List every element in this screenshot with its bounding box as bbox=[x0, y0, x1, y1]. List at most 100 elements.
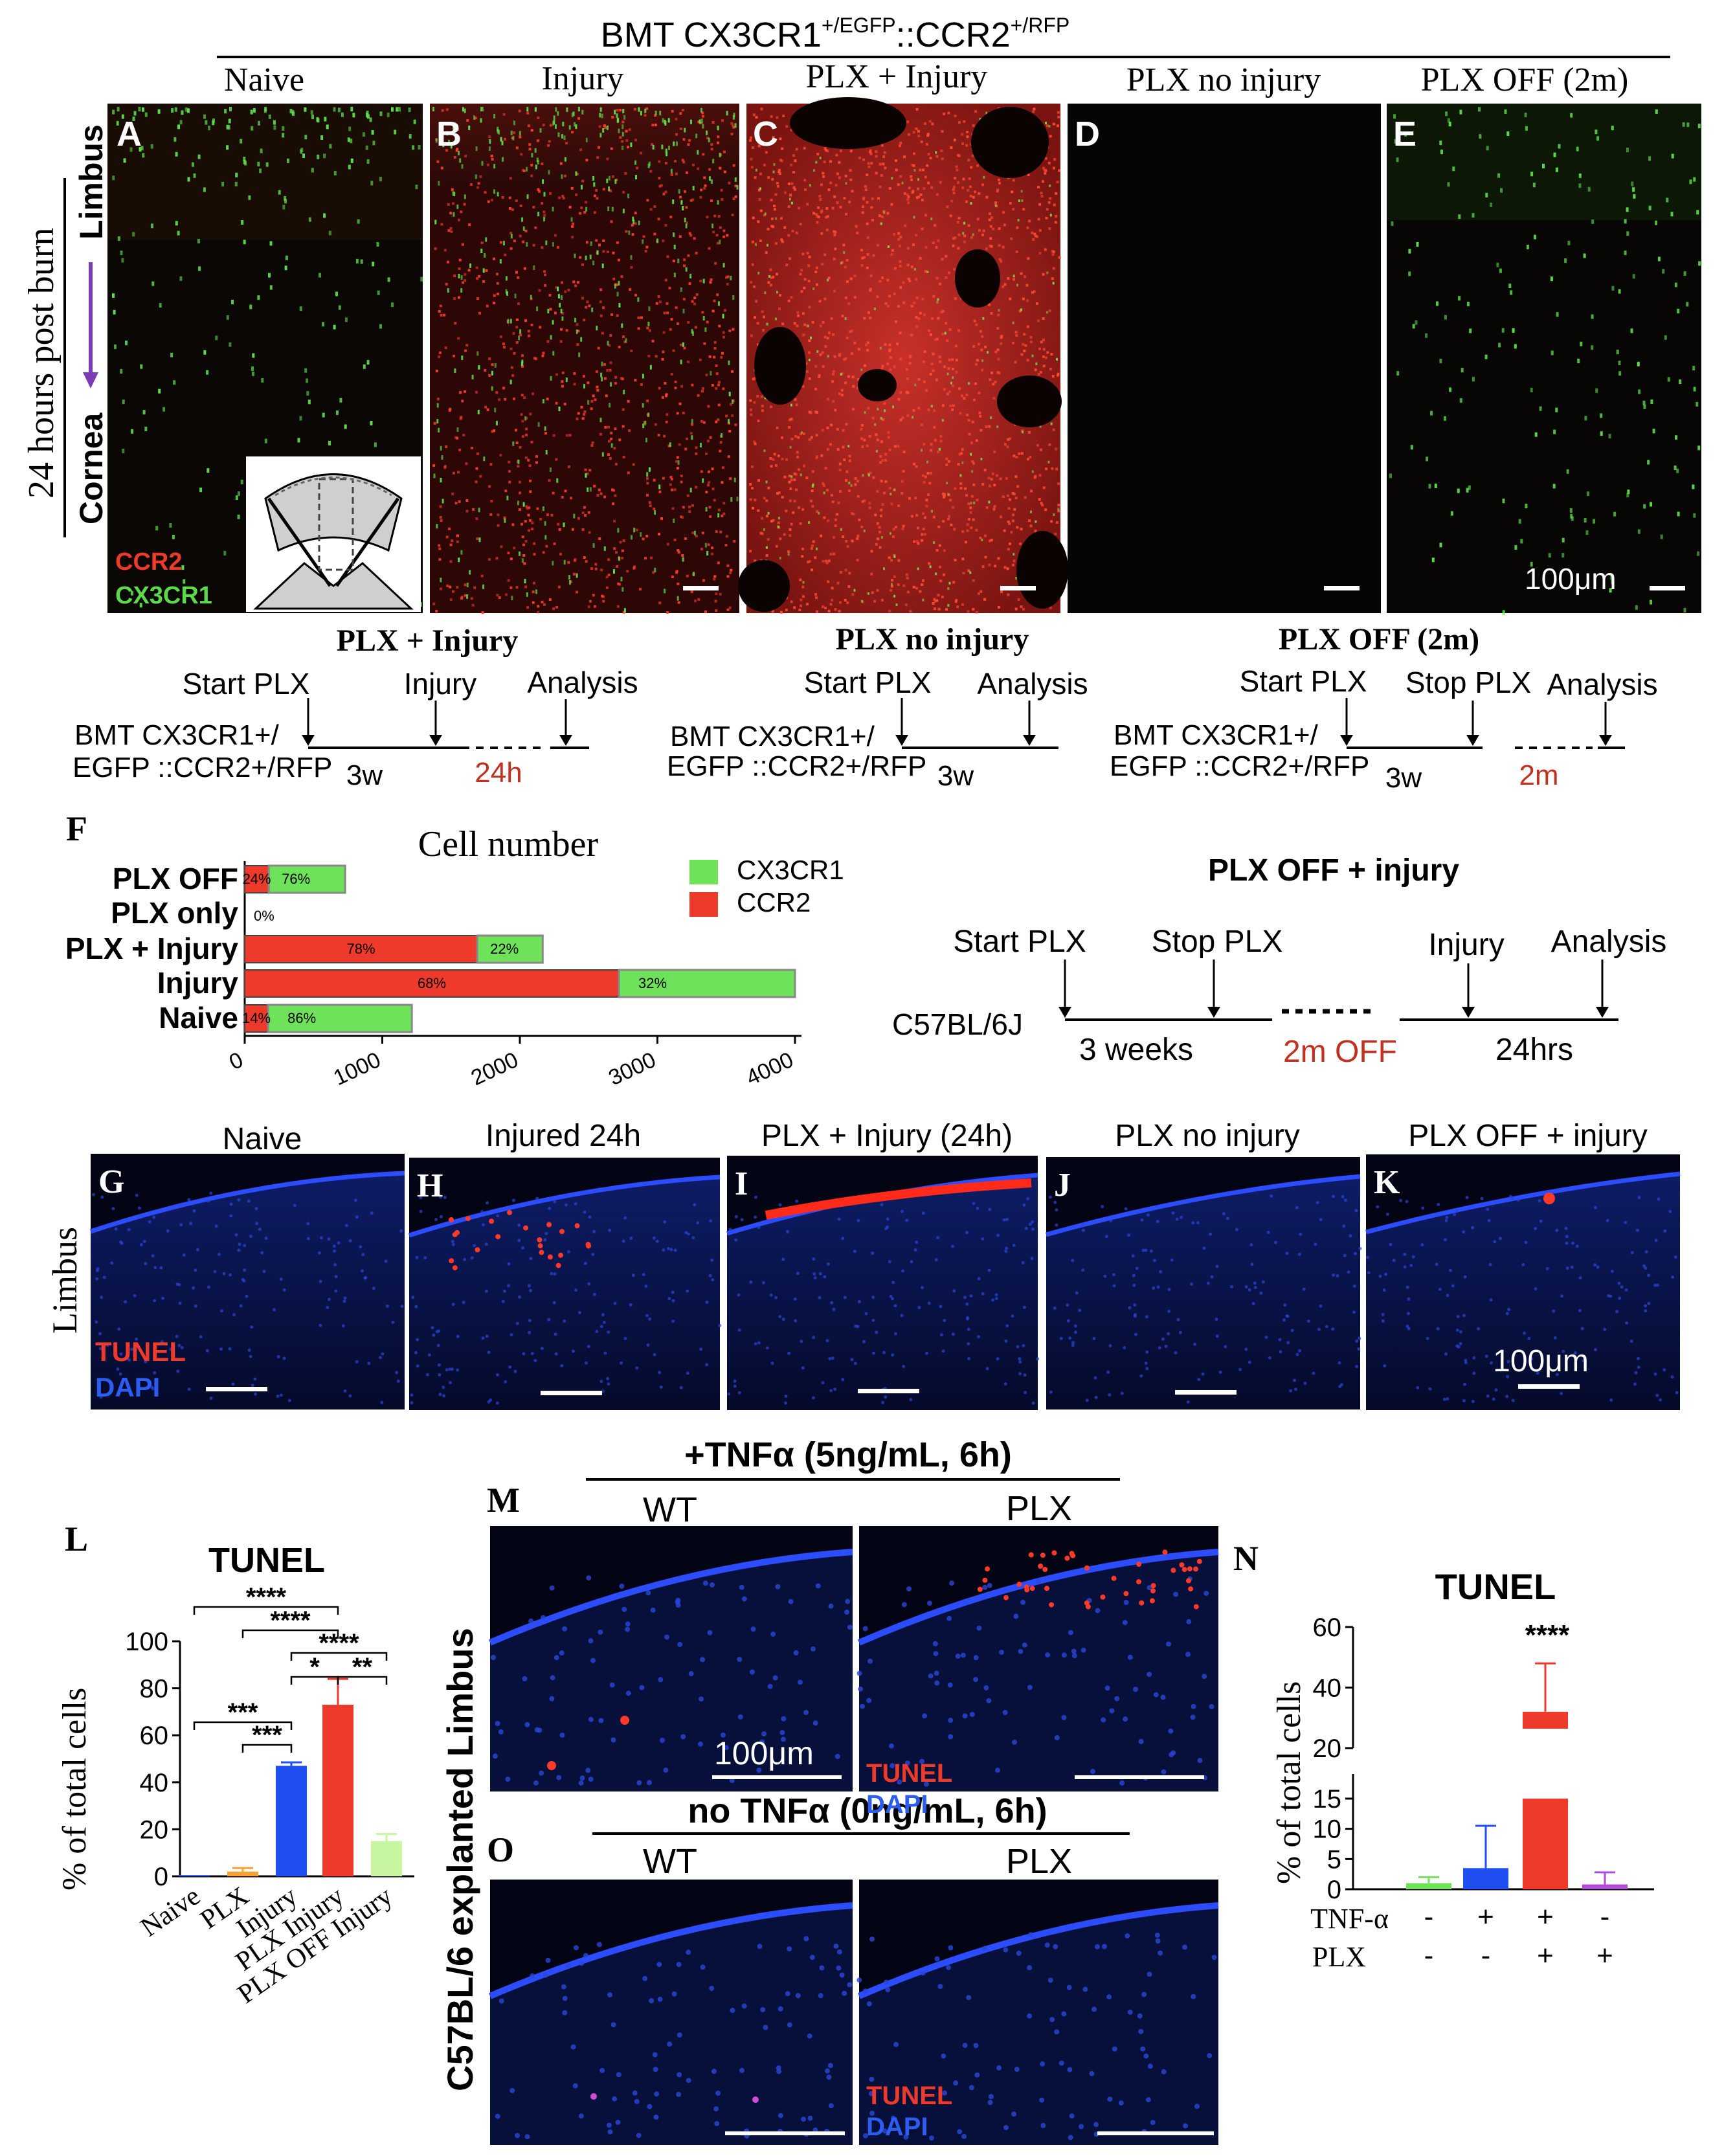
nucleus-dot bbox=[991, 1298, 994, 1302]
nucleus-dot bbox=[1147, 1672, 1152, 1678]
nucleus-dot bbox=[917, 1306, 921, 1309]
nucleus-dot bbox=[423, 1256, 427, 1260]
cell-dot bbox=[658, 185, 662, 188]
tunel-positive-dot bbox=[449, 1217, 454, 1222]
cell-dot bbox=[826, 150, 829, 153]
nucleus-dot bbox=[1094, 1944, 1100, 1949]
nucleus-dot bbox=[106, 1343, 109, 1347]
cell-dot bbox=[177, 230, 180, 236]
cell-dot bbox=[559, 162, 563, 165]
cell-dot bbox=[117, 236, 120, 241]
cell-dot bbox=[445, 149, 448, 152]
nucleus-dot bbox=[623, 1336, 627, 1340]
cell-dot bbox=[822, 482, 825, 485]
cell-dot bbox=[550, 513, 554, 517]
nucleus-dot bbox=[199, 1335, 203, 1339]
nucleus-dot bbox=[1358, 1336, 1361, 1340]
nucleus-dot bbox=[1428, 1387, 1432, 1391]
nucleus-dot bbox=[936, 1236, 940, 1240]
chart-n-row-label-plx: PLX bbox=[1312, 1941, 1366, 1973]
cell-dot bbox=[234, 181, 238, 186]
nucleus-dot bbox=[1173, 1591, 1179, 1597]
nucleus-dot bbox=[709, 1986, 715, 1992]
svg-text:BMT CX3CR1+/: BMT CX3CR1+/ bbox=[74, 719, 280, 751]
nucleus-dot bbox=[826, 1262, 830, 1266]
cell-dot bbox=[548, 598, 552, 601]
cell-dot bbox=[379, 177, 382, 182]
cell-dot bbox=[822, 365, 825, 368]
tunel-tissue bbox=[91, 1173, 405, 1409]
cell-dot bbox=[790, 475, 793, 478]
cell-dot bbox=[687, 360, 689, 363]
cell-dot bbox=[440, 519, 443, 522]
cell-dot bbox=[1049, 606, 1052, 609]
nucleus-dot bbox=[977, 1277, 981, 1281]
cell-dot bbox=[464, 273, 467, 276]
nucleus-dot bbox=[1012, 1739, 1017, 1745]
cell-dot bbox=[949, 404, 952, 407]
cell-dot bbox=[533, 265, 535, 270]
cell-dot bbox=[1638, 389, 1641, 394]
nucleus-dot bbox=[684, 1231, 688, 1235]
cell-dot bbox=[257, 295, 260, 300]
svg-text:Stop PLX: Stop PLX bbox=[1152, 925, 1283, 959]
nucleus-dot bbox=[680, 1734, 686, 1740]
cell-dot bbox=[680, 287, 682, 292]
cell-dot bbox=[963, 240, 966, 243]
nucleus-dot bbox=[1049, 2017, 1055, 2023]
cell-dot bbox=[884, 409, 886, 412]
cell-dot bbox=[464, 594, 467, 597]
cell-dot bbox=[1022, 342, 1025, 346]
cell-dot bbox=[1677, 511, 1680, 517]
cell-dot bbox=[1034, 530, 1037, 533]
cell-dot bbox=[936, 300, 939, 304]
cell-dot bbox=[816, 215, 819, 218]
cell-dot bbox=[1666, 197, 1669, 203]
cell-dot bbox=[772, 458, 775, 461]
cell-dot bbox=[662, 240, 665, 242]
nucleus-dot bbox=[566, 1250, 570, 1253]
nucleus-dot bbox=[836, 1949, 842, 1955]
cell-dot bbox=[818, 195, 822, 197]
nucleus-dot bbox=[562, 1995, 568, 2001]
cell-dot bbox=[890, 585, 893, 588]
nucleus-dot bbox=[1266, 1230, 1270, 1234]
cell-dot bbox=[734, 195, 737, 198]
cell-dot bbox=[648, 329, 651, 332]
cell-dot bbox=[834, 524, 837, 528]
cell-dot bbox=[452, 471, 455, 475]
cell-dot bbox=[789, 257, 792, 260]
nucleus-dot bbox=[784, 1395, 788, 1398]
cell-dot bbox=[946, 205, 949, 208]
cell-dot bbox=[777, 455, 780, 458]
cell-dot bbox=[662, 192, 666, 196]
chart-f-category-label: Injury bbox=[157, 966, 239, 1000]
cell-dot bbox=[937, 525, 941, 528]
chart-n-plx-sign: - bbox=[1424, 1940, 1434, 1971]
cell-dot bbox=[142, 153, 145, 158]
chart-l-ytick-label: 100 bbox=[125, 1628, 168, 1656]
nucleus-dot bbox=[1053, 1944, 1058, 1949]
cell-dot bbox=[113, 309, 116, 315]
cell-dot bbox=[1010, 237, 1013, 240]
cell-dot bbox=[552, 434, 555, 437]
nucleus-dot bbox=[1123, 1346, 1126, 1349]
cell-dot bbox=[762, 329, 765, 332]
nucleus-dot bbox=[601, 1313, 605, 1317]
cell-dot bbox=[985, 247, 988, 251]
svg-text:3w: 3w bbox=[1385, 762, 1422, 794]
cell-dot bbox=[909, 354, 912, 357]
cell-dot bbox=[952, 185, 956, 188]
cell-dot bbox=[517, 276, 520, 279]
nucleus-dot bbox=[1507, 1308, 1511, 1311]
cell-dot bbox=[638, 588, 642, 591]
cell-dot bbox=[929, 157, 932, 160]
cell-dot bbox=[432, 602, 436, 605]
cell-dot bbox=[545, 240, 548, 245]
cell-dot bbox=[736, 185, 739, 190]
nucleus-dot bbox=[1295, 1353, 1299, 1356]
cell-dot bbox=[599, 418, 602, 423]
nucleus-dot bbox=[391, 1320, 395, 1324]
cell-dot bbox=[904, 224, 907, 227]
cell-dot bbox=[529, 412, 532, 416]
